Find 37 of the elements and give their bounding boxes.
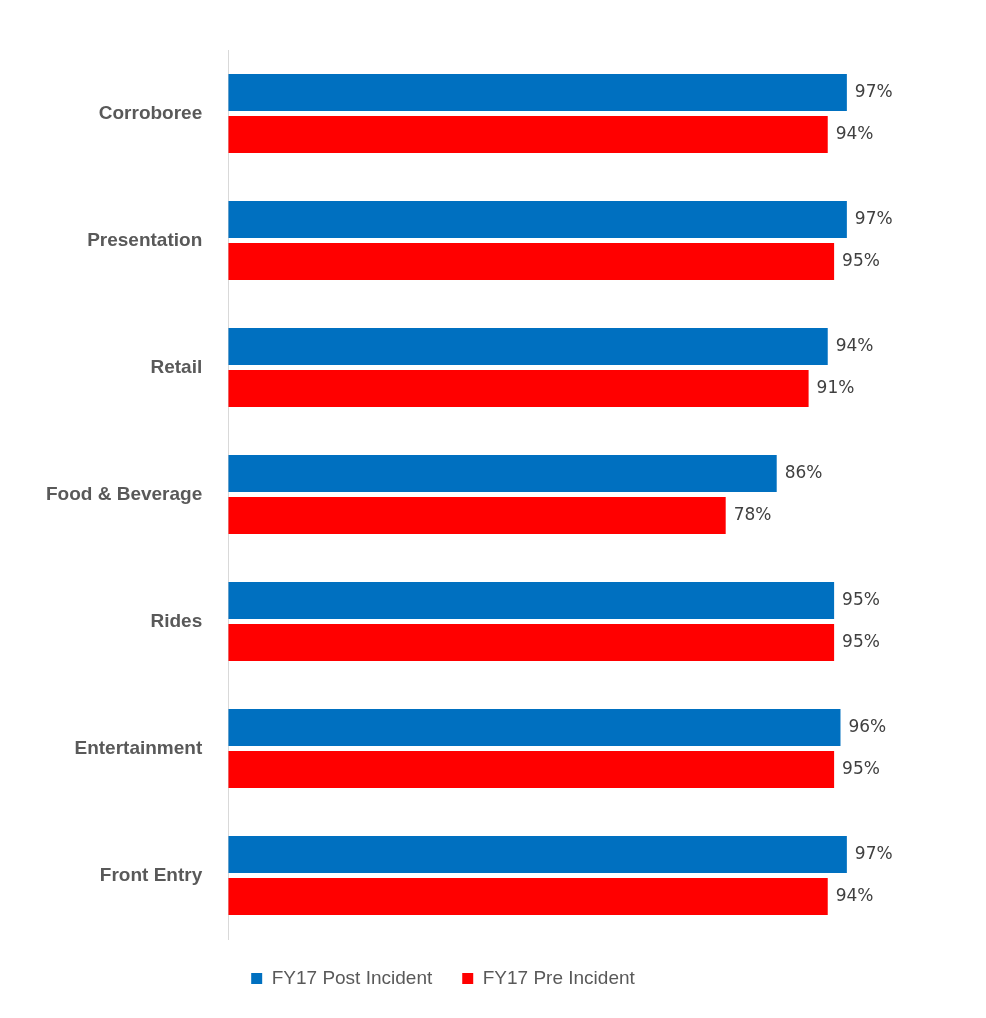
- data-label: 97%: [854, 207, 893, 228]
- bar: [228, 116, 828, 153]
- bar: [228, 836, 847, 873]
- y-tick-label: Entertainment: [74, 736, 203, 758]
- bar: [228, 455, 777, 492]
- bar: [228, 582, 835, 619]
- data-label: 95%: [842, 588, 880, 609]
- y-tick-label: Presentation: [87, 228, 203, 250]
- data-label: 97%: [854, 842, 893, 863]
- data-label: 95%: [842, 630, 880, 651]
- data-label: 91%: [816, 376, 855, 397]
- bar: [228, 624, 835, 661]
- y-tick-label: Corroboree: [98, 101, 203, 123]
- bar: [228, 751, 835, 788]
- bar: [228, 201, 847, 238]
- bar: [228, 878, 828, 915]
- legend-label: FY17 Post Incident: [271, 966, 433, 988]
- bar: [228, 370, 809, 407]
- y-tick-label: Food & Beverage: [45, 482, 203, 504]
- y-tick-label: Retail: [150, 355, 203, 377]
- y-tick-label: Rides: [150, 609, 203, 631]
- bar: [228, 243, 835, 280]
- data-label: 95%: [842, 757, 880, 778]
- data-label: 94%: [835, 122, 874, 143]
- bar: [228, 497, 726, 534]
- data-label: 95%: [842, 249, 880, 270]
- data-label: 86%: [784, 461, 823, 482]
- data-label: 97%: [854, 80, 893, 101]
- data-label: 78%: [733, 503, 772, 524]
- data-label: 94%: [835, 884, 874, 905]
- data-label: 96%: [848, 715, 887, 736]
- y-tick-label: Front Entry: [99, 863, 203, 885]
- bar: [228, 74, 847, 111]
- bar: [228, 328, 828, 365]
- bar: [228, 709, 841, 746]
- legend-label: FY17 Pre Incident: [482, 966, 636, 988]
- data-label: 94%: [835, 334, 874, 355]
